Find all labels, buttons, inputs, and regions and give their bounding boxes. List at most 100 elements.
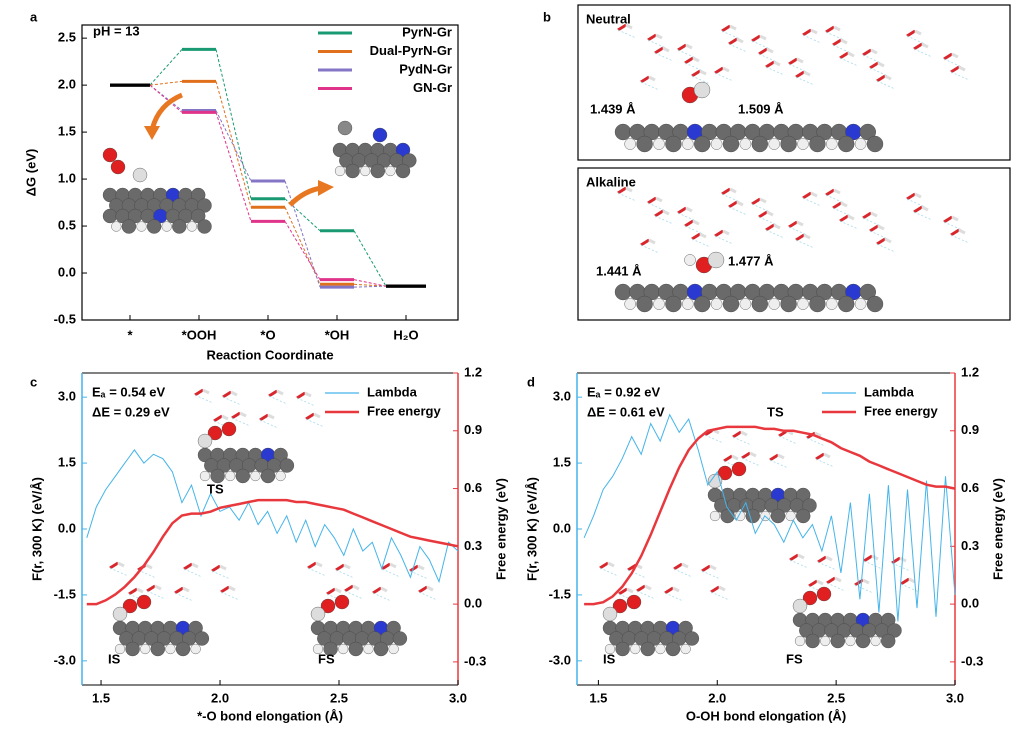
water-bond [352, 584, 360, 591]
h-bond [891, 562, 911, 572]
h-bond [647, 39, 667, 49]
h-bond [825, 31, 845, 41]
x-tick-label: *OH [325, 327, 350, 342]
connector [284, 207, 321, 285]
connector [215, 110, 252, 182]
h-bond [869, 67, 889, 77]
atom [345, 163, 360, 179]
h-bond [832, 207, 852, 217]
atom [665, 641, 681, 657]
water-bond [825, 555, 833, 562]
water-bond [191, 562, 199, 569]
atom [816, 586, 832, 602]
atom [694, 135, 711, 153]
water-bond [950, 65, 960, 74]
h-bond [795, 76, 815, 86]
water-bond [699, 232, 707, 239]
water-bond [136, 587, 144, 594]
water-bond [862, 211, 872, 220]
structure-label: Neutral [586, 11, 631, 26]
water-bond [722, 66, 730, 73]
atom [694, 295, 711, 313]
water-bond [146, 584, 156, 593]
atom [854, 298, 867, 310]
water-bond [685, 206, 693, 213]
y-tick-label: -0.5 [54, 311, 76, 326]
atom [881, 633, 896, 649]
water-bond [810, 28, 818, 35]
legend-label: PydN-Gr [399, 61, 452, 76]
water-bond [182, 586, 190, 593]
atom [802, 590, 818, 606]
y2-tick-label: 0.6 [961, 480, 979, 495]
y-tick-label: 3.0 [553, 389, 571, 404]
water-bond [677, 206, 687, 215]
water-bond [710, 585, 720, 594]
y-tick-label: 1.5 [58, 455, 76, 470]
atom [854, 138, 867, 150]
h-bond [788, 226, 808, 236]
water-bond [777, 453, 785, 460]
h-bond [307, 567, 327, 577]
h-bond [913, 211, 933, 221]
x-tick-label: 2.5 [827, 690, 845, 705]
h-bond [677, 49, 697, 59]
h-bond [906, 198, 926, 208]
water-bond [691, 69, 701, 78]
atom [320, 598, 336, 614]
water-bond [617, 23, 627, 32]
arrow [288, 185, 323, 207]
connector [353, 230, 387, 287]
water-bond [174, 586, 184, 595]
water-bond [409, 564, 419, 573]
h-bond [305, 418, 325, 428]
water-bond [795, 233, 805, 242]
panel-letter: d [527, 374, 535, 389]
atom [140, 643, 151, 655]
water-bond [662, 209, 670, 216]
y-tick-label: 0.0 [58, 264, 76, 279]
water-bond [773, 60, 781, 67]
atom [722, 295, 740, 313]
h-bond [751, 203, 771, 213]
water-bond [871, 554, 879, 561]
water-bond [759, 34, 767, 41]
water-bond [718, 585, 726, 592]
water-bond [816, 579, 824, 586]
water-bond [654, 46, 664, 55]
water-bond [647, 196, 657, 205]
y-tick-label: 1.5 [553, 455, 571, 470]
atom [796, 487, 811, 503]
arrow-head [144, 126, 160, 140]
x-tick-label: *O [260, 327, 275, 342]
water-bond [276, 389, 284, 396]
atom [386, 620, 401, 636]
atom [402, 153, 417, 168]
water-bond [751, 197, 761, 206]
atom [626, 594, 642, 610]
atom [370, 163, 385, 179]
atom [624, 298, 637, 310]
water-bond [758, 210, 768, 219]
water-bond [914, 29, 922, 36]
water-bond [759, 197, 767, 204]
water-bond [626, 587, 634, 594]
h-bond [876, 243, 896, 253]
water-bond [307, 561, 317, 570]
water-bond [834, 576, 842, 583]
water-bond [625, 23, 633, 30]
water-bond [655, 33, 663, 40]
h-bond [701, 570, 721, 580]
water-bond [684, 219, 694, 228]
water-bond [808, 579, 818, 588]
water-bond [908, 577, 916, 584]
y2-tick-label: 1.2 [961, 364, 979, 379]
water-bond [797, 553, 805, 560]
h-bond [418, 591, 438, 601]
h-bond [211, 570, 231, 580]
x-tick-label: 2.5 [330, 690, 348, 705]
water-bond [736, 37, 744, 44]
water-bond [741, 451, 751, 460]
atom [197, 433, 213, 449]
water-bond [722, 229, 730, 236]
